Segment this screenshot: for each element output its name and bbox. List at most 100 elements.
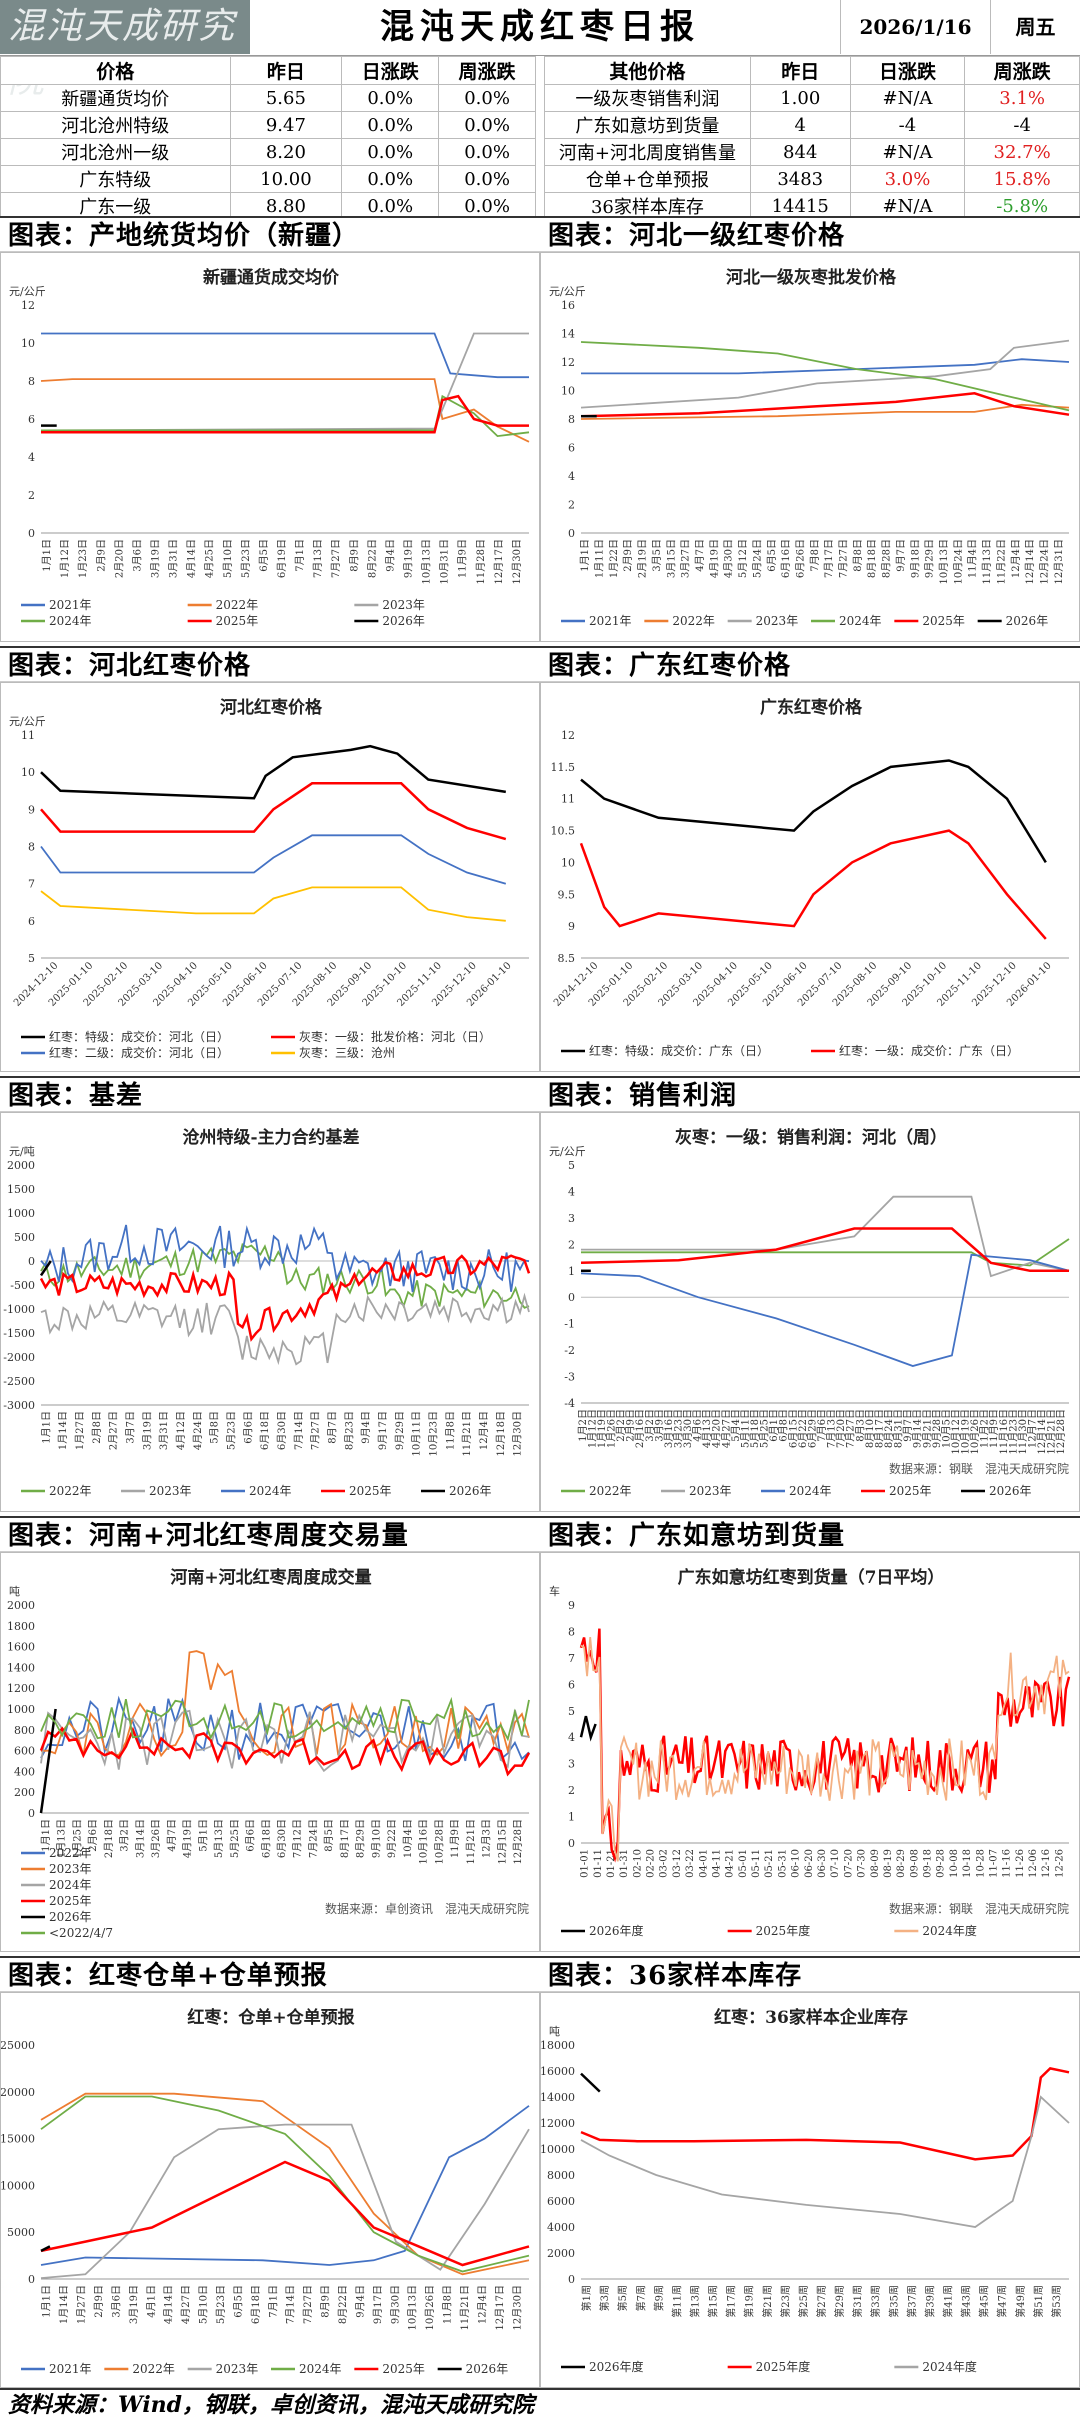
x-tick-label: 2月18日 (103, 1819, 115, 1858)
x-tick-label: 5月1日 (197, 1819, 209, 1852)
price-cell: 10.00 (229, 165, 343, 193)
x-tick-label: 6月22日 (797, 1409, 809, 1448)
x-tick-label: 10月4日 (402, 1819, 414, 1858)
series-line-2025年度 (580, 2067, 1070, 2161)
y-tick-label: -4 (564, 1397, 575, 1410)
y-tick-label: 10000 (541, 2143, 575, 2156)
y-tick-label: 25000 (1, 2039, 35, 2052)
legend-label: 2022年 (49, 1484, 92, 1498)
x-tick-label: 2月9日 (625, 1409, 637, 1442)
x-tick-label: 07-10 (830, 1849, 841, 1878)
x-tick-label: 04-11 (711, 1849, 722, 1878)
x-tick-label: 09-08 (909, 1849, 920, 1878)
x-tick-label: 2月6日 (87, 1819, 99, 1852)
x-tick-label: 5月10日 (198, 2285, 210, 2324)
x-tick-label: 第11周 (670, 2285, 683, 2318)
x-tick-label: 03-02 (659, 1849, 670, 1878)
legend-label: 2023年 (49, 1862, 92, 1876)
y-tick-label: 4000 (547, 2221, 575, 2234)
table-row: 仓单+仓单预报 3483 3.0% 15.8% (544, 165, 1080, 193)
price-cell: 广东特级 (0, 165, 231, 193)
other-cell: 844 (749, 138, 851, 166)
x-tick-label: 11月21日 (461, 1411, 473, 1456)
y-tick-label: -3 (564, 1371, 575, 1384)
x-tick-label: 10月19日 (960, 1409, 972, 1454)
y-tick-label: 0 (28, 1255, 35, 1268)
series-line-<2022/4/7 (40, 1696, 530, 1742)
x-tick-label: 第45周 (978, 2285, 991, 2318)
x-tick-label: 12月30日 (511, 539, 523, 584)
price-cell: 0.0% (438, 84, 536, 112)
x-tick-label: 11月13日 (981, 539, 993, 584)
x-tick-label: 9月18日 (909, 539, 921, 578)
price-header-0: 价格 (0, 56, 231, 85)
x-tick-label: 05-11 (751, 1849, 762, 1878)
logo: 混沌天成研究院 (0, 0, 250, 101)
x-tick-label: 5月18日 (749, 1409, 761, 1448)
other-cell: #N/A (849, 192, 966, 220)
legend-label: 2025年度 (756, 2359, 811, 2374)
table-row: 36家样本库存 14415 #N/A -5.8% (544, 192, 1080, 220)
y-tick-label: 6000 (547, 2195, 575, 2208)
x-tick-label: 1月1日 (40, 1411, 52, 1444)
table-row: 河北沧州特级 9.47 0.0% 0.0% (0, 111, 536, 139)
x-tick-label: 4月30日 (723, 539, 735, 578)
x-tick-label: 1月2日 (577, 1409, 589, 1442)
series-line-红枣：一级：成交价：广东（日） (579, 829, 1047, 940)
legend-label: 红枣：特级：成交价：广东（日） (589, 1043, 769, 1058)
y-axis-label: 元/公斤 (9, 715, 46, 728)
series-line-2022年 (40, 2092, 530, 2276)
y-tick-label: 8 (28, 375, 35, 388)
y-tick-label: 14 (561, 328, 575, 341)
x-tick-label: 4月7日 (166, 1819, 178, 1852)
y-tick-label: 1400 (7, 1661, 35, 1674)
x-tick-label: 2月9日 (93, 2285, 105, 2318)
x-tick-label: 7月27日 (838, 539, 850, 578)
series-line-2025年 (40, 2160, 530, 2267)
x-tick-label: 3月5日 (651, 539, 663, 572)
series-line-灰枣：一级：批发价格：河北（日） (40, 782, 507, 841)
y-tick-label: 10000 (1, 2179, 35, 2192)
y-tick-label: 3 (568, 1758, 575, 1771)
price-cell: 新疆通货均价 (0, 84, 231, 112)
y-tick-label: 11 (561, 793, 575, 806)
x-tick-label: 4月13日 (701, 1409, 713, 1448)
chart-title: 灰枣：一级：销售利润：河北（周） (675, 1127, 947, 1148)
series-line-红枣：特级：成交价：广东（日） (580, 759, 1047, 864)
chart-panel-c6: 灰枣：一级：销售利润：河北（周） 元/公斤 -4 -3 -2 -1 0 1 2 3 4 5 1月2日 1月… (540, 1112, 1080, 1512)
legend-label: 灰枣：一级：批发价格：河北（日） (299, 1029, 491, 1044)
other-header-1: 昨日 (749, 56, 851, 85)
y-tick-label: 14000 (541, 2091, 575, 2104)
legend-label: 2026年 (49, 1910, 92, 1924)
x-tick-label: 3月31日 (168, 539, 180, 578)
x-tick-label: 7月12日 (292, 1819, 304, 1858)
price-cell: 0.0% (438, 138, 536, 166)
x-tick-label: 03-22 (685, 1849, 696, 1878)
x-tick-label: 12月3日 (481, 1819, 493, 1858)
x-tick-label: 6月30日 (276, 1819, 288, 1858)
y-tick-label: 9 (28, 803, 35, 816)
y-tick-label: 1000 (7, 1703, 35, 1716)
chart-title: 河北一级灰枣批发价格 (726, 267, 897, 288)
y-tick-label: 18000 (541, 2039, 575, 2052)
x-tick-label: 01-01 (580, 1849, 591, 1878)
series-line-2023年 (581, 1195, 1070, 1278)
legend-label: 2024年度 (922, 1923, 977, 1938)
x-tick-label: 10月13日 (421, 539, 433, 584)
y-tick-label: 11 (21, 729, 35, 742)
price-header-2: 日涨跌 (341, 56, 440, 85)
series-line-红枣：二级：成交价：河北（日） (40, 834, 507, 885)
x-tick-label: 第9周 (652, 2285, 665, 2311)
legend-label: 2026年度 (589, 2359, 644, 2374)
price-cell: 0.0% (341, 84, 440, 112)
x-tick-label: 6月30日 (276, 1411, 288, 1450)
x-tick-label: 2月16日 (634, 1409, 646, 1448)
other-cell: 36家样本库存 (544, 192, 751, 220)
x-tick-label: 5月23日 (240, 539, 252, 578)
other-cell: 1.00 (749, 84, 851, 112)
x-tick-label: 5月12日 (737, 539, 749, 578)
x-tick-label: 1月27日 (76, 2285, 88, 2324)
x-tick-label: 1月12日 (59, 539, 71, 578)
x-tick-label: 第25周 (797, 2285, 810, 2318)
